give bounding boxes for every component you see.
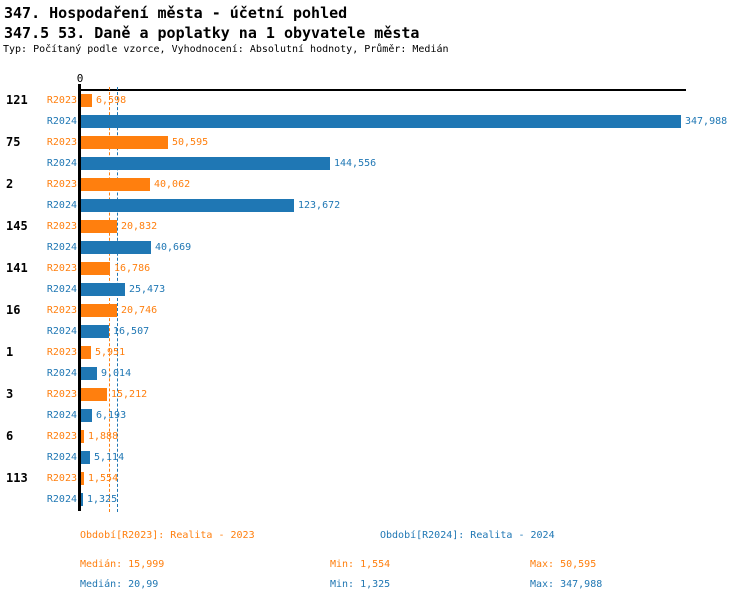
bar-r2023-141 — [81, 262, 110, 275]
value-label-r2024-141: 25,473 — [129, 284, 166, 295]
value-label-r2024-113: 1,325 — [87, 494, 118, 505]
page-subtitle: 347.5 53. Daně a poplatky na 1 obyvatele… — [4, 24, 420, 42]
bar-r2023-121 — [81, 94, 92, 107]
x-axis-zero-tick-label: 0 — [76, 72, 84, 85]
value-label-r2024-75: 144,556 — [334, 158, 377, 169]
bar-r2023-2 — [81, 178, 150, 191]
chart-meta-line: Typ: Počítaný podle vzorce, Vyhodnocení:… — [3, 44, 449, 55]
page-title: 347. Hospodaření města - účetní pohled — [4, 4, 348, 22]
category-label-1: 1 — [6, 345, 14, 359]
bar-r2024-6 — [81, 451, 90, 464]
value-label-r2024-3: 6,193 — [96, 410, 127, 421]
series-label-r2024-141: R2024 — [46, 284, 77, 295]
series-label-r2024-3: R2024 — [46, 410, 77, 421]
value-label-r2023-1: 5,951 — [95, 347, 126, 358]
category-label-6: 6 — [6, 429, 14, 443]
series-label-r2023-2: R2023 — [46, 179, 77, 190]
series-label-r2024-6: R2024 — [46, 452, 77, 463]
bar-r2024-121 — [81, 115, 681, 128]
bar-r2024-16 — [81, 325, 109, 338]
value-label-r2024-16: 16,507 — [113, 326, 150, 337]
legend-title-r2024: Období[R2024]: Realita - 2024 — [380, 530, 555, 541]
value-label-r2024-1: 9,014 — [101, 368, 132, 379]
value-label-r2023-113: 1,554 — [88, 473, 119, 484]
x-axis-line — [79, 89, 686, 91]
series-label-r2023-6: R2023 — [46, 431, 77, 442]
series-label-r2023-16: R2023 — [46, 305, 77, 316]
bar-r2024-145 — [81, 241, 151, 254]
stat-min-r2023: Min: 1,554 — [330, 559, 391, 570]
series-label-r2024-75: R2024 — [46, 158, 77, 169]
bar-r2023-1 — [81, 346, 91, 359]
stat-min-r2024: Min: 1,325 — [330, 579, 391, 590]
value-label-r2024-6: 5,114 — [94, 452, 125, 463]
series-label-r2024-16: R2024 — [46, 326, 77, 337]
series-label-r2024-145: R2024 — [46, 242, 77, 253]
category-label-113: 113 — [6, 471, 28, 485]
series-label-r2024-1: R2024 — [46, 368, 77, 379]
value-label-r2023-6: 1,888 — [88, 431, 119, 442]
bar-r2023-75 — [81, 136, 168, 149]
value-label-r2023-141: 16,786 — [114, 263, 151, 274]
series-label-r2023-1: R2023 — [46, 347, 77, 358]
series-label-r2024-2: R2024 — [46, 200, 77, 211]
bar-r2024-141 — [81, 283, 125, 296]
category-label-75: 75 — [6, 135, 21, 149]
value-label-r2023-75: 50,595 — [172, 137, 209, 148]
value-label-r2023-121: 6,598 — [96, 95, 127, 106]
legend-title-r2023: Období[R2023]: Realita - 2023 — [80, 530, 255, 541]
stat-max-r2023: Max: 50,595 — [530, 559, 597, 570]
category-label-121: 121 — [6, 93, 28, 107]
category-label-16: 16 — [6, 303, 21, 317]
y-axis-zero-line — [78, 84, 81, 511]
bar-r2024-113 — [81, 493, 83, 506]
series-label-r2024-121: R2024 — [46, 116, 77, 127]
stat-median-r2024: Medián: 20,99 — [80, 579, 159, 590]
series-label-r2024-113: R2024 — [46, 494, 77, 505]
bar-r2023-6 — [81, 430, 84, 443]
value-label-r2024-145: 40,669 — [155, 242, 192, 253]
bar-r2023-3 — [81, 388, 107, 401]
category-label-141: 141 — [6, 261, 28, 275]
bar-r2023-113 — [81, 472, 84, 485]
value-label-r2023-3: 15,212 — [111, 389, 148, 400]
stat-max-r2024: Max: 347,988 — [530, 579, 603, 590]
stat-median-r2023: Medián: 15,999 — [80, 559, 165, 570]
series-label-r2023-145: R2023 — [46, 221, 77, 232]
series-label-r2023-113: R2023 — [46, 473, 77, 484]
value-label-r2023-145: 20,832 — [121, 221, 158, 232]
series-label-r2023-121: R2023 — [46, 95, 77, 106]
value-label-r2023-16: 20,746 — [121, 305, 158, 316]
value-label-r2024-2: 123,672 — [298, 200, 341, 211]
value-label-r2024-121: 347,988 — [685, 116, 728, 127]
category-label-2: 2 — [6, 177, 14, 191]
category-label-145: 145 — [6, 219, 28, 233]
bar-r2023-145 — [81, 220, 117, 233]
series-label-r2023-75: R2023 — [46, 137, 77, 148]
median-line-r2023 — [108, 87, 110, 512]
value-label-r2023-2: 40,062 — [154, 179, 191, 190]
category-label-3: 3 — [6, 387, 14, 401]
median-line-r2024 — [117, 87, 119, 512]
bar-r2023-16 — [81, 304, 117, 317]
bar-r2024-75 — [81, 157, 330, 170]
bar-r2024-1 — [81, 367, 97, 380]
bar-r2024-3 — [81, 409, 92, 422]
bar-r2024-2 — [81, 199, 294, 212]
series-label-r2023-3: R2023 — [46, 389, 77, 400]
series-label-r2023-141: R2023 — [46, 263, 77, 274]
